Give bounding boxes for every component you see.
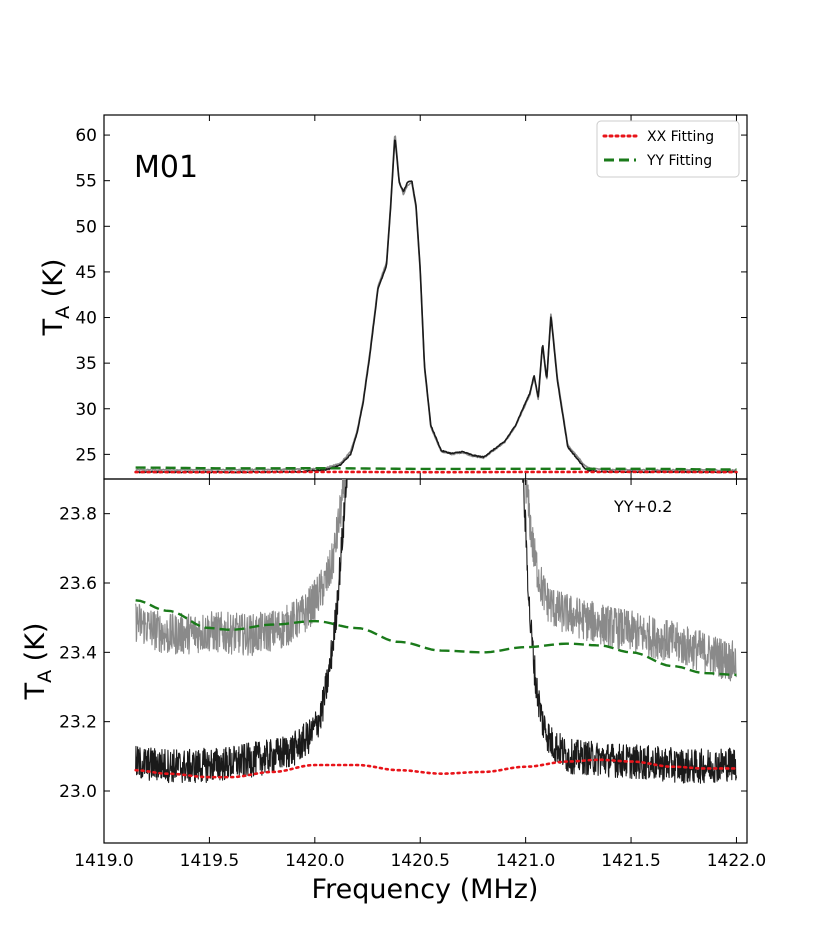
top-ytick-label: 50 [75,217,97,237]
xtick-label: 1419.5 [180,851,239,871]
top-ytick-label: 60 [75,126,97,146]
xtick-label: 1420.0 [285,851,344,871]
svg-text:TA (K): TA (K) [20,623,56,701]
bottom-y-axis-title: TA (K) [20,623,56,701]
top-series-spectrum-xx [135,139,737,474]
top-ytick-label: 55 [75,172,97,192]
bottom-ytick-label: 23.8 [59,505,97,525]
bottom-series-yy-fitting [135,599,737,677]
bottom-ytick-label: 23.6 [59,574,97,594]
top-panel-series [134,135,738,474]
bottom-ylabel-main: T [20,682,51,700]
top-ytick-label: 35 [75,354,97,374]
top-ytick-label: 45 [75,263,97,283]
bottom-ytick-label: 23.0 [59,782,97,802]
top-ylabel-sub: A [52,306,74,319]
legend-box [596,120,740,178]
xtick-label: 1421.5 [601,851,660,871]
bottom-ylabel-sub: A [34,670,56,683]
xtick-label: 1420.5 [390,851,449,871]
bottom-series-xx-right [522,479,738,784]
top-ytick-label: 40 [75,309,97,329]
panel-annotation-yy-offset: YY+0.2 [613,497,672,516]
top-ylabel-main: T [38,318,69,336]
top-series-yy-fitting [135,466,737,471]
xtick-label: 1422.0 [707,851,766,871]
bottom-series-yy-plus-0.2-right [524,479,737,682]
svg-text:TA (K): TA (K) [38,259,74,337]
top-series-spectrum-yy [135,135,737,472]
top-ytick-label: 30 [75,400,97,420]
bottom-series-xx-left [135,479,348,784]
bottom-ytick-label: 23.4 [59,643,97,663]
legend-xx-label: XX Fitting [647,129,714,145]
bottom-panel-frame [103,478,748,844]
bottom-series-xx-fitting [134,758,738,779]
legend: XX Fitting YY Fitting [596,120,740,178]
xtick-label: 1421.0 [496,851,555,871]
legend-yy-label: YY Fitting [646,153,712,169]
top-ylabel-unit: (K) [38,259,69,306]
bottom-ylabel-unit: (K) [20,623,51,670]
xtick-label: 1419.0 [74,851,133,871]
bottom-panel-series [134,479,738,784]
bottom-series-yy-plus-0.2-left [135,479,347,657]
axis-ticks: 25 30 35 40 45 50 55 60 23.0 23.2 23.4 23.6 23.8 1419… [59,115,766,871]
top-ytick-label: 25 [75,445,97,465]
x-axis-title: Frequency (MHz) [312,874,539,905]
top-y-axis-title: TA (K) [38,259,74,337]
bottom-ytick-label: 23.2 [59,713,97,733]
panel-annotation-m01: M01 [134,150,198,185]
